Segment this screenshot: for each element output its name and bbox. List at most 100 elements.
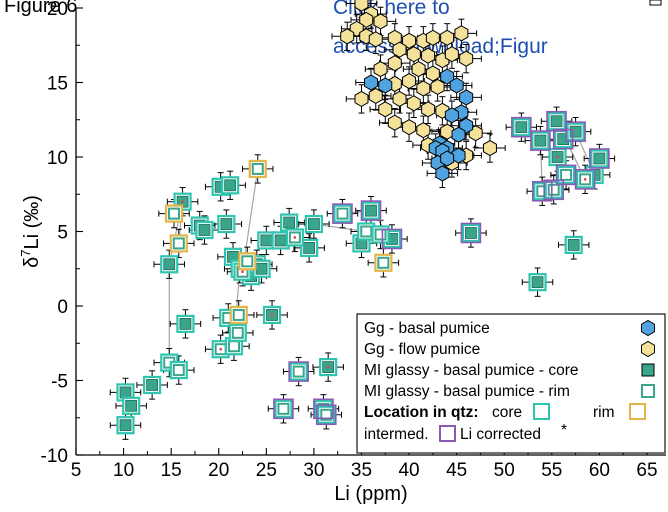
marker-fill <box>198 224 211 236</box>
hexagon-marker <box>425 65 440 82</box>
legend-label-gg_flow: Gg - flow pumice <box>364 341 480 358</box>
page-icon <box>649 0 662 6</box>
intermed-outline <box>511 116 532 138</box>
marker-fill <box>593 152 606 165</box>
intermed-outline <box>460 222 482 244</box>
marker-fill <box>515 121 528 134</box>
marker-fill <box>531 276 544 289</box>
hexagon-marker <box>368 87 383 104</box>
rim-location-marker <box>374 253 393 272</box>
marker-fill <box>283 216 296 229</box>
marker-inner <box>251 162 264 175</box>
hexagon-marker <box>425 29 440 46</box>
li-corrected-dot <box>181 200 184 203</box>
core-marker <box>195 220 214 240</box>
legend-location-label: Location in qtz: <box>364 404 479 421</box>
core-marker <box>160 255 179 274</box>
intermed-outline <box>273 398 294 420</box>
hexagon-marker <box>416 122 431 139</box>
x-tick-label: 45 <box>446 460 467 481</box>
core-marker <box>176 314 195 333</box>
y-tick-label: 20 <box>47 0 68 20</box>
marker-inner <box>231 326 244 339</box>
core-marker <box>361 201 381 220</box>
legend-asterisk: * <box>561 422 567 439</box>
hexagon-marker <box>364 74 378 91</box>
y-axis-label-part: δ <box>21 257 43 268</box>
intermed-outline <box>546 110 567 132</box>
x-tick-label: 15 <box>161 460 182 481</box>
download-link-line1[interactable]: Click here to <box>333 0 450 19</box>
marker-fill <box>465 227 477 239</box>
marker-fill <box>125 399 138 412</box>
rim-location-marker <box>238 252 257 271</box>
marker-fill <box>567 239 580 251</box>
marker-fill <box>179 317 192 330</box>
hexagon-marker <box>449 77 464 94</box>
legend-symbol-core <box>641 363 655 377</box>
y-axis-label-superscript: 7 <box>18 250 33 257</box>
x-tick-label: 10 <box>113 460 134 481</box>
y-axis-label: δ7Li (‰) <box>18 195 43 268</box>
legend-intermed-symbol <box>439 425 456 442</box>
hexagon-marker <box>451 147 466 164</box>
marker-inner <box>336 207 349 220</box>
legend-label-mi_core: MI glassy - basal pumice - core <box>364 362 579 379</box>
data-markers <box>116 0 610 435</box>
core-marker <box>461 223 481 243</box>
core-marker <box>528 273 547 292</box>
core-marker <box>143 375 162 395</box>
li-corrected-dot <box>583 178 587 181</box>
intermed-outline <box>552 128 574 150</box>
marker-inner <box>232 308 245 321</box>
hexagon-marker <box>430 78 445 96</box>
hexagon-marker <box>440 150 455 167</box>
hexagon-marker <box>411 61 426 78</box>
rim-location-marker <box>248 159 267 179</box>
hexagon-marker <box>402 119 417 136</box>
x-axis-label: Li (ppm) <box>334 483 407 505</box>
x-tick-label: 30 <box>303 460 324 481</box>
li-corrected-dot <box>293 236 297 239</box>
y-tick-label: 5 <box>57 223 68 244</box>
hexagon-marker <box>451 126 466 143</box>
hexagon-marker <box>440 123 455 140</box>
marker-inner <box>172 364 185 377</box>
hexagon-marker <box>406 95 421 112</box>
intermed-outline <box>381 228 403 250</box>
intermed-outline <box>589 148 610 169</box>
core-marker <box>564 235 583 255</box>
hexagon-marker <box>406 46 421 63</box>
marker-fill <box>119 419 132 432</box>
marker-fill <box>534 134 547 147</box>
x-tick-label: 65 <box>636 460 657 481</box>
hexagon-marker <box>387 114 402 131</box>
core-marker <box>280 213 299 232</box>
marker-fill <box>260 234 273 247</box>
core-marker <box>547 112 566 131</box>
core-marker <box>304 214 324 234</box>
hexagon-marker <box>435 165 450 182</box>
hexagon-marker <box>421 101 436 118</box>
hexagon-marker <box>373 61 388 78</box>
li-corrected-dot <box>241 270 244 274</box>
intermed-outline <box>332 203 353 224</box>
legend-label-gg_basal: Gg - basal pumice <box>364 320 490 337</box>
rim-location-marker <box>164 204 184 223</box>
y-tick-label: -10 <box>41 446 68 467</box>
marker-inner <box>227 340 240 353</box>
y-tick-label: 10 <box>47 148 68 169</box>
legend-core-symbol <box>533 403 550 420</box>
rim-marker <box>274 399 293 418</box>
intermed-outline <box>313 398 334 420</box>
marker-fill <box>220 218 233 230</box>
core-marker <box>590 149 609 168</box>
hexagon-marker <box>454 25 469 42</box>
x-tick-label: 25 <box>256 460 277 481</box>
download-link-line2[interactable]: access/download;Figur <box>333 35 548 58</box>
hexagon-marker <box>440 29 455 46</box>
y-tick-label: -5 <box>51 372 68 393</box>
marker-inner <box>292 365 305 378</box>
hexagon-marker <box>421 47 436 64</box>
